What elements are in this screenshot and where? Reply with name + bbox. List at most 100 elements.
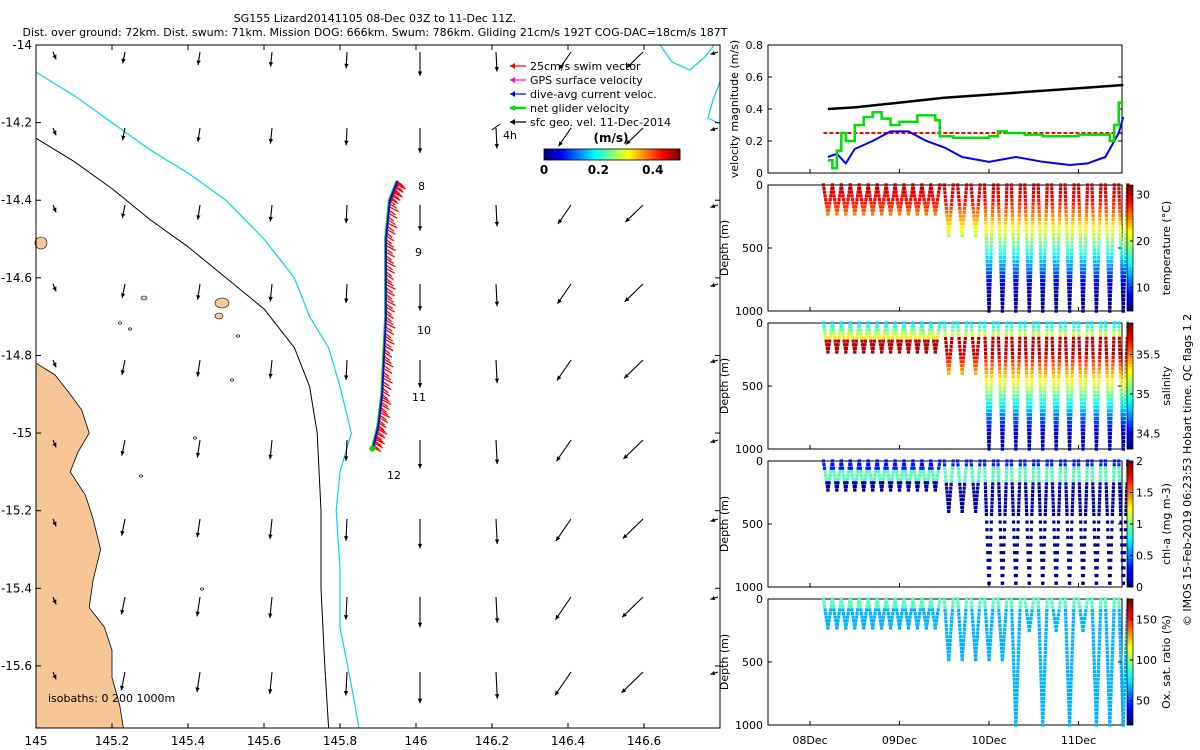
profile-sample bbox=[834, 481, 838, 485]
profile-sample bbox=[822, 190, 827, 194]
profile-sample bbox=[1018, 198, 1022, 202]
profile-sample bbox=[1093, 263, 1097, 267]
profile-sample bbox=[1085, 332, 1089, 337]
profile-sample bbox=[848, 597, 852, 601]
profile-sample bbox=[1039, 685, 1043, 689]
colorbar-swatch bbox=[544, 149, 547, 160]
profile-sample bbox=[1051, 355, 1055, 359]
profile-sample bbox=[918, 473, 922, 478]
profile-sample bbox=[1108, 581, 1112, 585]
profile-sample bbox=[1069, 551, 1073, 555]
profile-sample bbox=[965, 321, 969, 325]
profile-sample bbox=[970, 191, 974, 195]
profile-sample bbox=[841, 332, 845, 336]
profile-sample bbox=[997, 505, 1002, 509]
profile-sample bbox=[1085, 482, 1089, 486]
profile-sample bbox=[1004, 612, 1008, 616]
profile-sample bbox=[1094, 719, 1099, 723]
profile-sample bbox=[970, 329, 974, 333]
profile-sample bbox=[1029, 255, 1033, 260]
profile-sample bbox=[898, 622, 902, 626]
profile-sample bbox=[1097, 371, 1101, 375]
profile-sample bbox=[1064, 616, 1068, 620]
profile-sample bbox=[1111, 206, 1116, 210]
profile-sample bbox=[1012, 248, 1016, 252]
profile-sample bbox=[1083, 240, 1088, 244]
profile-sample bbox=[1070, 520, 1074, 524]
profile-sample bbox=[970, 195, 974, 199]
profile-sample bbox=[916, 622, 920, 626]
profile-sample bbox=[1037, 336, 1041, 340]
profile-sample bbox=[986, 638, 990, 643]
profile-sample bbox=[1013, 558, 1017, 562]
profile-sample bbox=[1058, 187, 1063, 191]
current-vector-head bbox=[710, 438, 716, 444]
profile-sample bbox=[1051, 221, 1055, 225]
profile-sample bbox=[822, 187, 826, 191]
profile-sample bbox=[853, 488, 857, 492]
profile-sample bbox=[1001, 286, 1005, 290]
legend-4h-vector bbox=[491, 123, 501, 131]
depth-colorbar-swatch bbox=[1127, 674, 1133, 679]
colorbar-swatch bbox=[608, 149, 611, 160]
profile-sample bbox=[930, 328, 934, 332]
profile-sample bbox=[1106, 397, 1110, 401]
profile-sample bbox=[1004, 213, 1008, 218]
profile-sample bbox=[824, 615, 828, 619]
profile-sample bbox=[1051, 210, 1055, 214]
time-tick-label: 09Dec bbox=[882, 734, 917, 747]
profile-sample bbox=[1051, 374, 1056, 379]
profile-sample bbox=[1039, 669, 1043, 674]
profile-sample bbox=[1124, 359, 1129, 363]
profile-sample bbox=[871, 488, 875, 492]
profile-sample bbox=[1012, 401, 1016, 405]
profile-sample bbox=[1104, 627, 1109, 632]
profile-sample bbox=[1051, 497, 1055, 501]
current-vector-head bbox=[417, 383, 423, 388]
profile-sample bbox=[1107, 551, 1111, 555]
profile-sample bbox=[1023, 191, 1027, 195]
current-vector-head bbox=[417, 543, 423, 549]
profile-sample bbox=[943, 604, 947, 609]
profile-sample bbox=[1072, 463, 1076, 467]
depth-colorbar-swatch bbox=[1127, 263, 1133, 268]
profile-sample bbox=[825, 205, 829, 209]
profile-sample bbox=[1050, 329, 1054, 333]
profile-sample bbox=[887, 201, 891, 205]
profile-sample bbox=[1005, 463, 1009, 467]
profile-sample bbox=[1084, 486, 1089, 490]
profile-sample bbox=[1002, 543, 1006, 547]
profile-sample bbox=[871, 350, 875, 354]
profile-sample bbox=[1031, 489, 1035, 494]
profile-sample bbox=[1058, 348, 1062, 352]
profile-sample bbox=[843, 481, 847, 485]
profile-sample bbox=[1028, 413, 1033, 417]
profile-sample bbox=[1024, 217, 1028, 221]
depth-y-tick-label: 0 bbox=[756, 593, 763, 606]
profile-sample bbox=[985, 386, 989, 390]
depth-colorbar-swatch bbox=[1127, 636, 1133, 641]
profile-sample bbox=[1063, 329, 1067, 333]
profile-sample bbox=[1030, 355, 1035, 359]
depth-colorbar-swatch bbox=[1127, 639, 1133, 644]
profile-sample bbox=[1084, 497, 1088, 501]
profile-sample bbox=[844, 346, 848, 350]
profile-sample bbox=[1002, 535, 1006, 539]
profile-sample bbox=[1117, 183, 1121, 187]
profile-sample bbox=[957, 198, 961, 203]
profile-sample bbox=[1004, 474, 1009, 478]
profile-sample bbox=[1084, 493, 1088, 497]
profile-sample bbox=[1096, 275, 1100, 279]
profile-sample bbox=[886, 332, 890, 336]
profile-sample bbox=[1098, 217, 1102, 221]
profile-sample bbox=[824, 201, 828, 205]
profile-sample bbox=[1078, 229, 1082, 233]
profile-sample bbox=[859, 332, 863, 336]
profile-sample bbox=[1001, 646, 1005, 650]
colorbar-swatch bbox=[674, 149, 677, 160]
profile-sample bbox=[1036, 325, 1040, 329]
profile-sample bbox=[1045, 459, 1049, 463]
profile-sample bbox=[1068, 700, 1072, 704]
profile-sample bbox=[1123, 520, 1128, 524]
profile-sample bbox=[1011, 355, 1015, 359]
